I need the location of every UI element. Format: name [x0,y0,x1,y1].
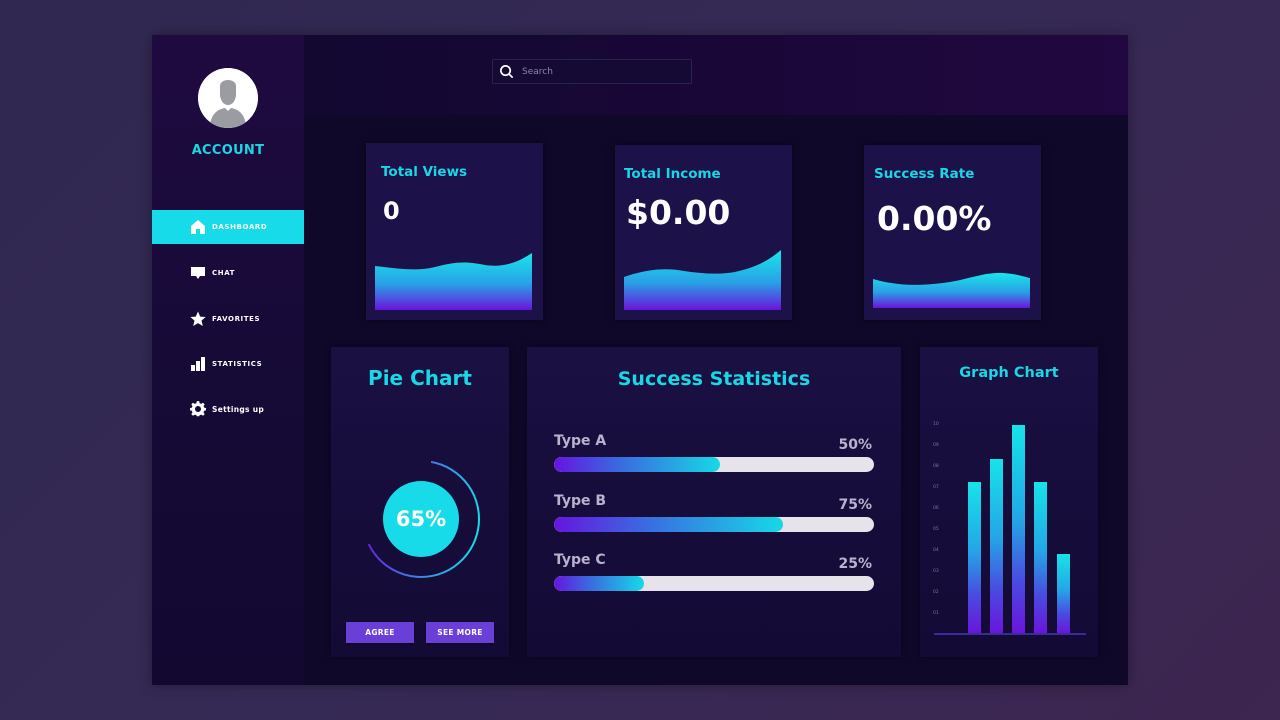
bar [968,482,981,634]
wave-chart [873,248,1030,308]
stat-title: Total Views [381,164,468,180]
progress-row-type-c: Type C 25% [554,552,874,592]
progress-row-type-b: Type B 75% [554,493,874,533]
bar [990,459,1003,634]
progress-row-type-a: Type A 50% [554,433,874,473]
sidebar-item-label: DASHBOARD [212,223,268,231]
y-tick: 06 [933,506,939,511]
user-icon [198,68,258,128]
wave-chart [375,250,532,310]
panel-title: Success Statistics [617,368,811,390]
sidebar-item-chat[interactable]: CHAT [152,256,304,290]
stat-value: $0.00 [626,193,731,232]
progress-track [554,457,874,472]
y-tick: 08 [933,464,939,469]
progress-percent: 25% [838,556,872,572]
bar [1012,425,1025,634]
sidebar-item-label: Settings up [212,404,265,414]
sidebar-item-settings[interactable]: Settings up [152,392,304,426]
progress-fill [554,576,644,591]
stat-title: Total Income [624,166,721,182]
panel-title: Graph Chart [959,365,1059,381]
y-tick: 03 [933,569,939,574]
y-tick: 07 [933,485,939,490]
y-tick: 02 [933,590,939,595]
pie-value: 65% [383,481,459,557]
graph-chart-panel: Graph Chart 10 09 08 07 06 05 04 03 02 0… [920,347,1098,657]
pie-chart-panel: Pie Chart 65% AGREE SEE MORE [331,347,509,657]
sidebar-item-statistics[interactable]: STATISTICS [152,347,304,381]
x-axis-line [934,633,1086,635]
avatar[interactable] [198,68,258,128]
progress-fill [554,517,783,532]
sidebar-item-favorites[interactable]: FAVORITES [152,302,304,336]
bar [1057,554,1070,634]
progress-label: Type C [554,552,606,568]
home-icon [190,219,206,235]
chat-icon [190,265,206,281]
y-tick: 01 [933,611,939,616]
sidebar-item-label: CHAT [212,269,236,277]
see-more-button[interactable]: SEE MORE [426,622,494,643]
stat-value: 0.00% [877,199,992,238]
star-icon [190,311,206,327]
progress-track [554,517,874,532]
search-bar[interactable] [492,59,692,84]
dashboard-window: ACCOUNT DASHBOARD CHAT FAVORITES STATIST… [152,35,1128,685]
sidebar: ACCOUNT DASHBOARD CHAT FAVORITES STATIST… [152,35,304,685]
bar [1034,482,1047,634]
progress-percent: 50% [838,437,872,453]
progress-track [554,576,874,591]
search-icon [500,65,513,78]
search-input[interactable] [522,66,682,77]
wave-chart [624,250,781,310]
bar-chart: 10 09 08 07 06 05 04 03 02 01 [920,347,1098,657]
account-label: ACCOUNT [191,143,265,158]
sidebar-item-label: STATISTICS [212,360,263,368]
panel-title: Pie Chart [368,366,472,390]
y-tick: 09 [933,443,939,448]
progress-ring [359,457,483,581]
sidebar-item-dashboard[interactable]: DASHBOARD [152,210,304,244]
y-tick: 04 [933,548,939,553]
progress-percent: 75% [838,497,872,513]
gear-icon [190,401,206,417]
stat-title: Success Rate [874,166,975,182]
y-tick: 10 [933,422,939,427]
progress-fill [554,457,721,472]
stat-value: 0 [383,197,400,225]
stat-card-total-views: Total Views 0 [366,143,543,320]
progress-label: Type A [554,433,607,449]
stat-card-total-income: Total Income $0.00 [615,145,792,320]
stat-card-success-rate: Success Rate 0.00% [864,145,1041,320]
success-statistics-panel: Success Statistics Type A 50% Type B 75%… [527,347,901,657]
sidebar-item-label: FAVORITES [212,315,261,323]
bar-chart-icon [190,356,206,372]
y-tick: 05 [933,527,939,532]
agree-button[interactable]: AGREE [346,622,414,643]
header [304,35,1128,115]
progress-label: Type B [554,493,607,509]
